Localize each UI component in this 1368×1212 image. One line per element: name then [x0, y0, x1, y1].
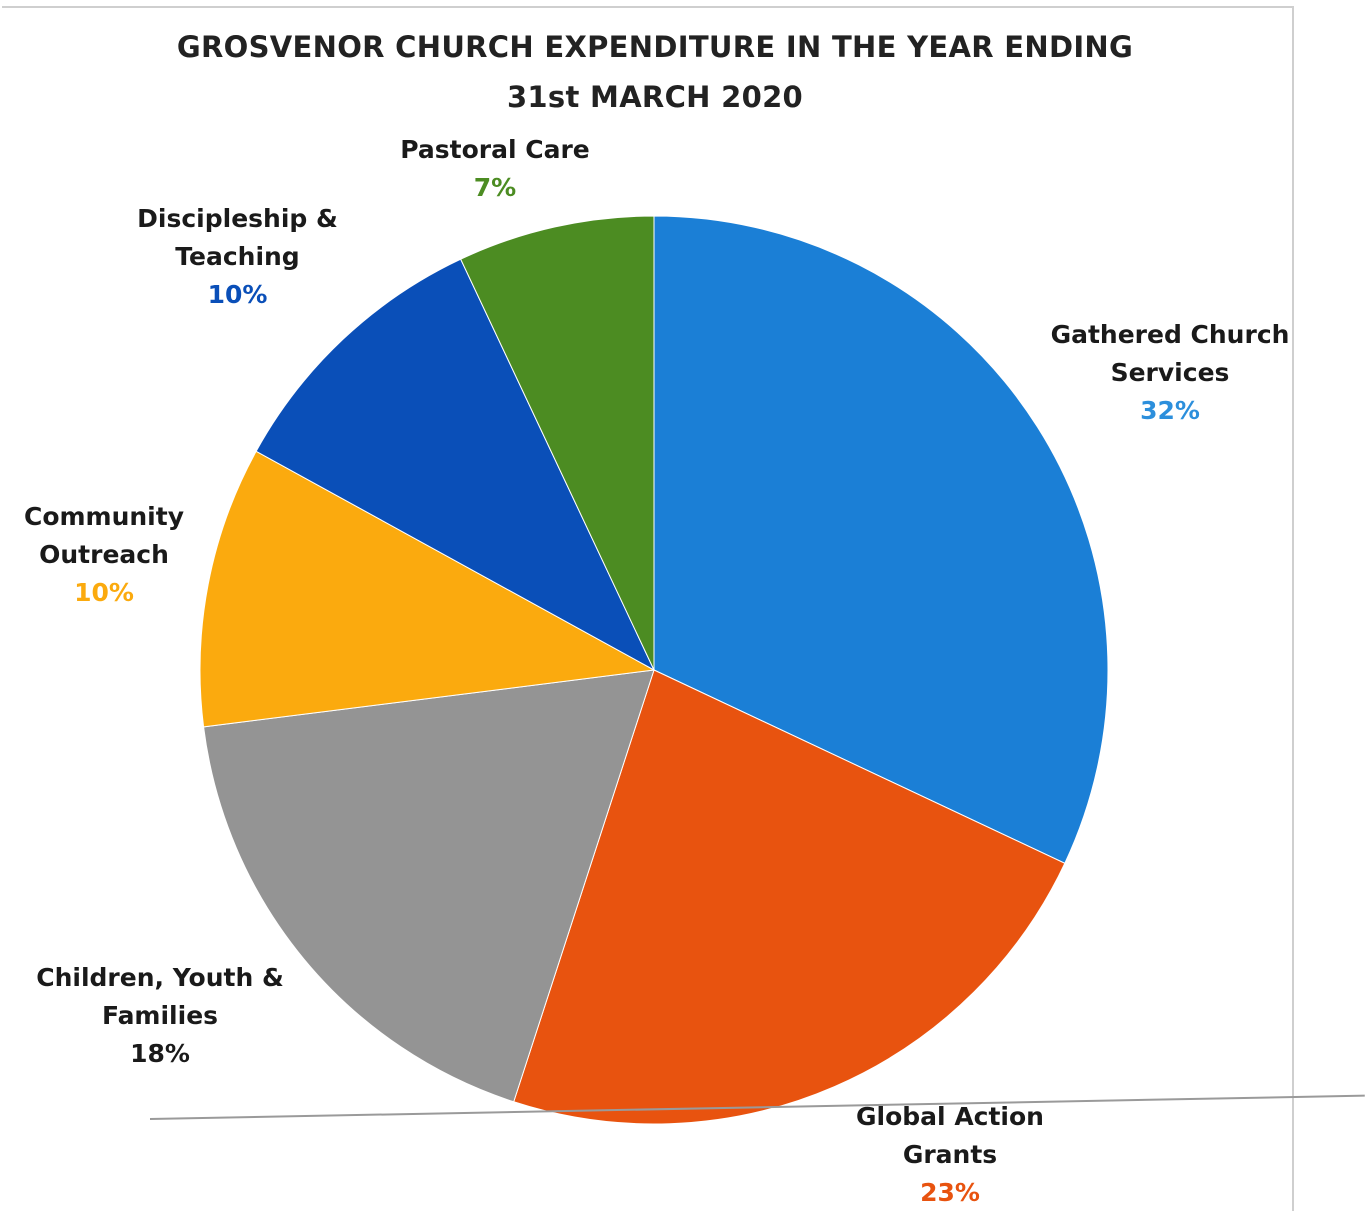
label-name: Children, Youth & [36, 963, 284, 992]
label-discipleship-teaching: Discipleship & Teaching 10% [120, 200, 355, 314]
chart-title-line-1: GROSVENOR CHURCH EXPENDITURE IN THE YEAR… [176, 30, 1134, 64]
slice-children-youth-families [203, 669, 655, 1103]
slice-gathered-church-services [653, 215, 1109, 864]
chart-title-line-2: 31st MARCH 2020 [506, 80, 804, 114]
slice-global-action-grants [513, 669, 1066, 1125]
label-children-youth-families: Children, Youth & Families 18% [30, 959, 290, 1073]
label-percent: 23% [920, 1178, 980, 1207]
slice-pastoral-care [460, 215, 655, 671]
label-percent: 10% [74, 578, 134, 607]
label-global-action-grants: Global Action Grants 23% [835, 1098, 1065, 1212]
slice-discipleship-teaching [255, 258, 656, 672]
label-name: Discipleship & [137, 204, 338, 233]
label-name: Outreach [39, 540, 169, 569]
label-name: Services [1110, 358, 1230, 387]
label-percent: 10% [207, 280, 268, 309]
label-percent: 32% [1140, 396, 1200, 425]
label-name: Community [23, 502, 185, 531]
label-name: Pastoral Care [400, 135, 590, 164]
label-gathered-church-services: Gathered Church Services 32% [1045, 316, 1295, 430]
label-pastoral-care: Pastoral Care 7% [395, 131, 595, 207]
chart-frame [2, 6, 1294, 1211]
slice-community-outreach [199, 450, 656, 728]
label-name: Teaching [175, 242, 300, 271]
label-name: Global Action [856, 1102, 1044, 1131]
label-name: Grants [902, 1140, 998, 1169]
label-community-outreach: Community Outreach 10% [4, 498, 204, 612]
label-percent: 18% [130, 1039, 190, 1068]
label-name: Gathered Church [1050, 320, 1290, 349]
label-percent: 7% [473, 173, 517, 202]
label-name: Families [101, 1001, 219, 1030]
